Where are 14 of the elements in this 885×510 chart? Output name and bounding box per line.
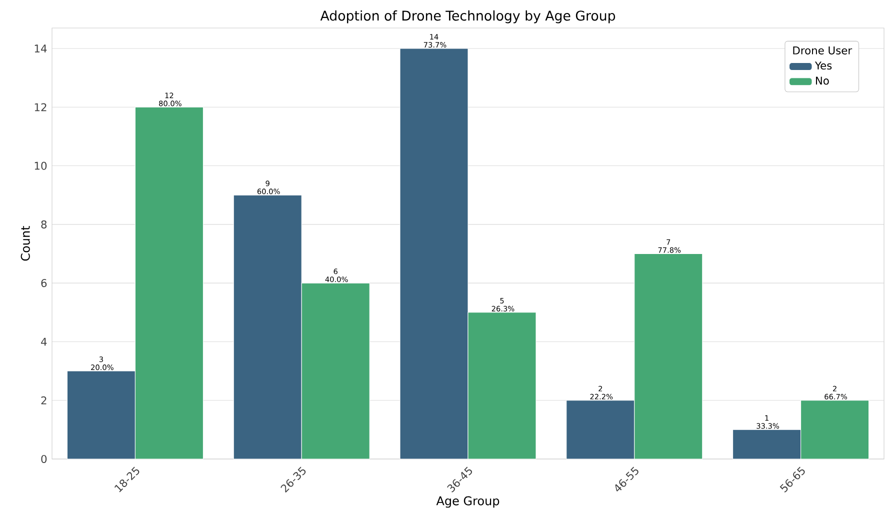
y-tick-label: 0 (41, 454, 47, 464)
y-axis-title: Count (20, 226, 30, 261)
x-axis-title: Age Group (436, 496, 500, 508)
legend-title: Drone User (793, 46, 852, 54)
chart-title: Adoption of Drone Technology by Age Group (320, 10, 616, 24)
y-tick-label: 10 (34, 162, 47, 170)
y-tick-label: 8 (41, 220, 47, 228)
y-tick-label: 14 (34, 44, 47, 52)
y-tick-label: 2 (41, 396, 46, 404)
legend-label: Yes (814, 62, 832, 70)
y-tick-label: 4 (41, 338, 47, 346)
y-tick-label: 6 (41, 279, 47, 288)
legend-label: No (816, 76, 829, 85)
y-tick-label: 12 (34, 103, 46, 112)
